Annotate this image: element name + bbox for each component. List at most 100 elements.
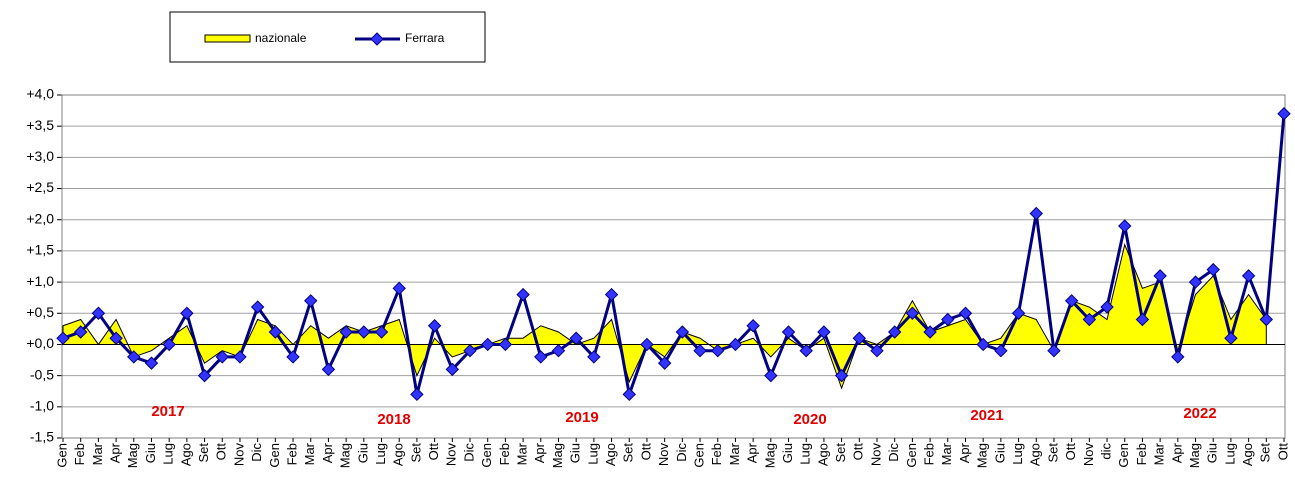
x-tick-label: Ago (1028, 443, 1043, 466)
legend-label: Ferrara (405, 31, 445, 45)
marker (127, 350, 141, 364)
marker (941, 312, 955, 327)
x-tick-label: Giu (568, 443, 583, 463)
x-tick-label: Apr (1169, 442, 1184, 463)
x-tick-label: Gen (267, 443, 282, 468)
y-tick-label: -1,5 (30, 429, 54, 445)
y-tick-label: +0,0 (26, 335, 54, 351)
marker (73, 325, 88, 339)
marker (905, 306, 920, 320)
x-tick-label: Mar (515, 442, 530, 465)
x-tick-label: Set (621, 443, 636, 463)
marker (799, 343, 813, 358)
x-tick-label: Lug (585, 443, 600, 465)
x-tick-label: Mag (338, 443, 353, 468)
year-label: 2019 (565, 409, 598, 426)
x-tick-label: Gen (54, 443, 69, 468)
year-label: 2018 (377, 411, 410, 428)
x-tick-label: Gen (479, 443, 494, 468)
marker (392, 281, 406, 296)
marker (976, 337, 990, 352)
marker (764, 368, 778, 383)
x-tick-label: Ott (426, 443, 441, 461)
marker (304, 294, 318, 308)
marker (728, 337, 743, 352)
marker (604, 287, 619, 302)
x-tick-label: Dic (886, 443, 901, 462)
x-tick-label: Dic (461, 443, 476, 462)
marker (268, 325, 283, 339)
y-tick-label: +2,0 (26, 210, 54, 226)
x-tick-label: Ott (1063, 443, 1078, 461)
x-tick-label: Ago (603, 443, 618, 466)
marker (1277, 107, 1291, 121)
marker (286, 350, 300, 364)
x-tick-label: Giu (143, 443, 158, 463)
x-tick-label: Set (408, 443, 423, 463)
marker (569, 331, 583, 345)
x-tick-label: dic (1098, 443, 1113, 460)
year-label: 2020 (793, 411, 826, 428)
x-tick-label: Feb (497, 443, 512, 465)
legend-label: nazionale (255, 31, 307, 45)
legend-swatch (204, 34, 251, 43)
marker (56, 331, 70, 345)
x-tick-label: Ott (851, 443, 866, 461)
x-tick-label: Lug (1010, 443, 1025, 465)
y-tick-label: +3,0 (26, 148, 54, 164)
y-tick-label: -1,0 (30, 398, 54, 414)
marker (693, 343, 707, 358)
marker (91, 306, 106, 320)
legend-swatch (370, 32, 384, 46)
x-tick-label: Apr (320, 442, 335, 463)
plot-border (61, 94, 1286, 439)
marker (144, 356, 159, 370)
marker (852, 331, 867, 345)
marker (587, 350, 601, 364)
marker (427, 319, 442, 333)
x-tick-label: Apr (108, 442, 123, 463)
marker (781, 325, 796, 339)
x-tick-label: Mar (90, 442, 105, 465)
y-tick-label: +4,0 (26, 86, 54, 102)
x-tick-label: Lug (373, 443, 388, 465)
x-tick-label: Feb (284, 443, 299, 465)
marker (958, 306, 973, 320)
marker (817, 325, 831, 339)
x-tick-label: Giu (992, 443, 1007, 463)
x-tick-label: Giu (1205, 443, 1220, 463)
y-tick-label: -0,5 (30, 366, 54, 382)
y-tick-label: +1,0 (26, 273, 54, 289)
x-tick-label: Set (833, 443, 848, 463)
marker (1206, 262, 1220, 277)
marker (109, 331, 123, 345)
marker (215, 350, 229, 364)
x-tick-label: Set (1258, 443, 1273, 463)
marker (339, 325, 353, 339)
x-tick-label: Dic (674, 443, 689, 462)
marker (321, 362, 336, 377)
marker (711, 343, 725, 358)
marker (410, 387, 424, 402)
year-label: 2017 (151, 403, 184, 420)
x-tick-label: Nov (1081, 443, 1096, 467)
y-tick-label: +1,5 (26, 242, 54, 258)
x-tick-label: Apr (532, 442, 547, 463)
x-tick-label: Feb (922, 443, 937, 465)
y-tick-label: +3,5 (26, 117, 54, 133)
x-tick-label: Mag (550, 443, 565, 468)
marker (1259, 312, 1274, 327)
marker (1171, 350, 1185, 364)
marker (675, 325, 690, 339)
x-tick-label: Gen (691, 443, 706, 468)
x-tick-label: Apr (745, 442, 760, 463)
marker (374, 325, 389, 339)
x-tick-label: Apr (957, 442, 972, 463)
x-tick-label: Gen (904, 443, 919, 468)
x-tick-label: Lug (1222, 443, 1237, 465)
marker (357, 325, 371, 339)
marker (1011, 306, 1026, 320)
x-tick-label: Mag (975, 443, 990, 468)
marker (463, 343, 477, 358)
